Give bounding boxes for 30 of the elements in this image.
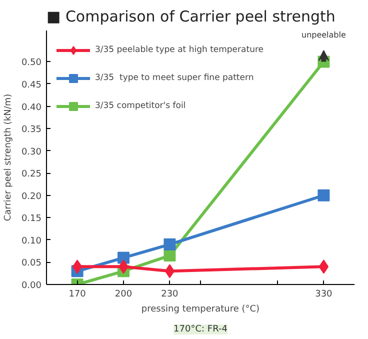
point (318, 189, 330, 202)
legend-label: 3/35 competitor's foil (95, 101, 186, 111)
x-tick-label: 230 (161, 290, 179, 300)
text: 170°C: FR-4 (174, 324, 228, 334)
x-tick-label: 170 (68, 290, 86, 300)
y-tick-label: 0.45 (21, 80, 42, 90)
y-tick-label: 0.15 (21, 214, 42, 224)
point (164, 264, 175, 278)
y-tick-label: 0.50 (21, 58, 42, 68)
y-tick-label: 0.20 (21, 192, 42, 202)
annotation: unpeelable (301, 30, 346, 40)
y-tick-label: 0.00 (21, 281, 42, 291)
point (118, 252, 130, 264)
point (164, 238, 176, 250)
y-tick-label: 0.30 (21, 147, 42, 158)
x-tick-label: 200 (114, 290, 132, 300)
y-tick-label: 0.25 (21, 170, 42, 180)
y-tick-label: 0.10 (21, 236, 42, 246)
y-axis-title: Carrier peel strength (kN/m) (3, 94, 14, 222)
y-tick-label: 0.40 (21, 102, 42, 113)
x-axis-title: pressing temperature (°C) (141, 304, 260, 314)
chart-title: ■ Comparison of Carrier peel strength (46, 8, 336, 26)
point (164, 250, 176, 262)
point (72, 260, 82, 274)
legend-label: 3/35 peelable type at high temperature (95, 45, 264, 55)
legend-label: 3/35 type to meet super fine pattern (95, 73, 254, 83)
y-tick-label: 0.35 (21, 125, 42, 136)
y-tick-label: 0.05 (21, 258, 42, 269)
x-tick-label: 330 (315, 290, 333, 300)
point (318, 260, 329, 274)
